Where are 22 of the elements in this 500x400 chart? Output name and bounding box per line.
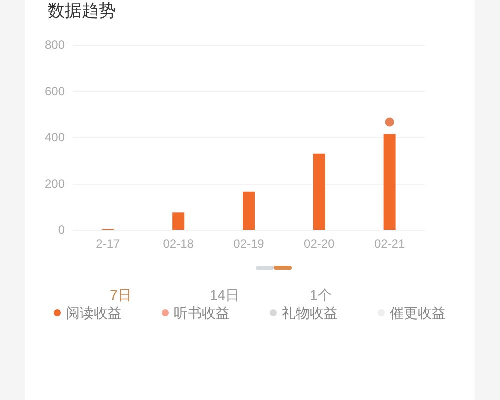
x-tick-label: 02-20 [304,237,336,251]
bar [313,154,326,230]
legend-label: 催更收益 [390,305,446,321]
x-tick-label: 02-18 [163,237,194,251]
y-tick-label: 800 [44,38,66,52]
legend-label: 礼物收益 [282,305,338,321]
bar [243,192,255,230]
bar [384,134,396,230]
text: 1个 [310,287,332,303]
text: 7日 [110,287,132,303]
bar [172,212,185,230]
y-tick-label: 200 [44,176,66,191]
x-tick-label: 2-17 [96,237,121,251]
text: 14日 [210,287,240,303]
y-tick-label: 0 [58,223,66,237]
x-tick-label: 02-21 [374,237,406,251]
y-tick-label: 400 [44,130,66,144]
y-tick-label: 600 [44,84,66,98]
x-tick-label: 02-19 [234,237,265,251]
legend-label: 听书收益 [174,305,230,321]
legend-label: 阅读收益 [66,305,122,321]
chart-title: 数据趋势 [48,2,116,22]
